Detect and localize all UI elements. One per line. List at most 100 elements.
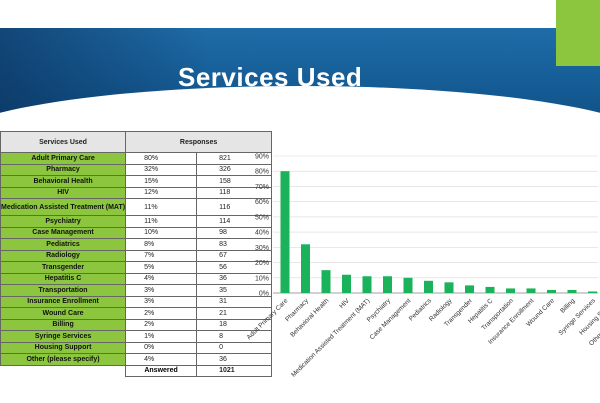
- percent-cell: 3%: [125, 295, 198, 308]
- service-label-cell: Wound Care: [0, 307, 127, 320]
- service-label-cell: Adult Primary Care: [0, 152, 127, 165]
- table-row: Medication Assisted Treatment (MAT) 11% 11…: [0, 198, 273, 216]
- table-header-row: Services Used Responses: [0, 131, 273, 153]
- service-label-cell: HIV: [0, 186, 127, 199]
- data-bar: [526, 288, 536, 293]
- table-row: Pharmacy 32% 326: [0, 163, 273, 176]
- count-cell: 36: [196, 272, 273, 285]
- service-label-cell: Case Management: [0, 226, 127, 239]
- service-label-cell: Pediatrics: [0, 238, 127, 251]
- percent-cell: 4%: [125, 353, 198, 366]
- count-cell: 158: [196, 175, 273, 188]
- service-label-cell: Hepatitis C: [0, 272, 127, 285]
- data-bar: [444, 282, 454, 293]
- data-bar: [465, 285, 474, 293]
- service-label-cell: Behavioral Health: [0, 175, 127, 188]
- y-tick-label: 80%: [255, 169, 269, 176]
- data-bar: [424, 280, 433, 293]
- services-bar-chart: 0% 10% 20% 30% 40% 50% 60% 70% 80% 90% Adult Prima…: [246, 154, 600, 379]
- count-cell: 821: [196, 152, 273, 165]
- percent-cell: 12%: [125, 186, 198, 199]
- x-tick-label: Billing: [559, 297, 576, 314]
- service-label-cell: Other (please specify): [0, 353, 127, 366]
- table-row: Pediatrics 8% 83: [0, 238, 273, 251]
- answered-row: Answered 1021: [0, 364, 273, 377]
- data-bar: [362, 276, 372, 293]
- service-label-cell: Transportation: [0, 284, 127, 297]
- percent-cell: 15%: [125, 175, 198, 188]
- x-tick-label: HIV: [338, 297, 351, 310]
- table-row: Psychiatry 11% 114: [0, 215, 273, 228]
- title-banner: [0, 28, 600, 130]
- answered-count: 1021: [196, 364, 273, 377]
- data-bar: [403, 277, 413, 293]
- table-row: Housing Support 0% 0: [0, 341, 273, 354]
- percent-cell: 11%: [125, 198, 198, 216]
- percent-cell: 2%: [125, 318, 198, 331]
- y-tick-label: 70%: [255, 184, 269, 191]
- table-row: Hepatitis C 4% 36: [0, 272, 273, 285]
- percent-cell: 32%: [125, 163, 198, 176]
- data-bar: [588, 291, 597, 293]
- count-cell: 326: [196, 163, 273, 176]
- table-body: Adult Primary Care 80% 821 Pharmacy 32% 326 Be…: [0, 152, 273, 377]
- y-tick-label: 10%: [255, 275, 269, 282]
- table-row: Syringe Services 1% 8: [0, 330, 273, 343]
- table-row: Transportation 3% 35: [0, 284, 273, 297]
- percent-cell: 3%: [125, 284, 198, 297]
- table-row: Adult Primary Care 80% 821: [0, 152, 273, 165]
- y-tick-label: 90%: [255, 154, 269, 161]
- data-bar: [280, 171, 290, 293]
- percent-cell: 5%: [125, 261, 198, 274]
- header-services-used: Services Used: [0, 131, 127, 153]
- table-row: Behavioral Health 15% 158: [0, 175, 273, 188]
- table-row: Radiology 7% 67: [0, 249, 273, 262]
- slide-title: Services Used: [178, 62, 363, 92]
- count-cell: 18: [196, 318, 273, 331]
- service-label-cell: Insurance Enrollment: [0, 295, 127, 308]
- table-row: HIV 12% 118: [0, 186, 273, 199]
- data-bar: [547, 289, 556, 293]
- table-row: Case Management 10% 98: [0, 226, 273, 239]
- data-bar: [301, 244, 310, 293]
- percent-cell: 10%: [125, 226, 198, 239]
- y-tick-label: 50%: [255, 214, 269, 221]
- percent-cell: 80%: [125, 152, 198, 165]
- percent-cell: 8%: [125, 238, 198, 251]
- data-bar: [567, 289, 577, 293]
- count-cell: 98: [196, 226, 273, 239]
- y-tick-label: 0%: [259, 291, 269, 298]
- table-row: Insurance Enrollment 3% 31: [0, 295, 273, 308]
- table-row: Billing 2% 18: [0, 318, 273, 331]
- service-label-cell: Transgender: [0, 261, 127, 274]
- count-cell: 116: [196, 198, 273, 216]
- percent-cell: 7%: [125, 249, 198, 262]
- service-label-cell: Psychiatry: [0, 215, 127, 228]
- service-label-cell: Radiology: [0, 249, 127, 262]
- x-tick-label: Adult Primary Care: [246, 297, 290, 341]
- data-bar: [506, 288, 515, 293]
- x-tick-label: Syringe Services: [557, 297, 597, 337]
- service-label-cell: Billing: [0, 318, 127, 331]
- x-tick-label: Case Management: [369, 297, 413, 341]
- y-tick-label: 60%: [255, 199, 269, 206]
- header-responses: Responses: [125, 131, 273, 153]
- answered-label: Answered: [125, 364, 198, 377]
- percent-cell: 4%: [125, 272, 198, 285]
- percent-cell: 2%: [125, 307, 198, 320]
- service-label-cell: Pharmacy: [0, 163, 127, 176]
- empty-cell: [0, 365, 126, 377]
- table-row: Other (please specify) 4% 36: [0, 353, 273, 366]
- data-bar: [485, 286, 495, 293]
- table-row: Transgender 5% 56: [0, 261, 273, 274]
- services-table: Services Used Responses Adult Primary Ca…: [0, 131, 273, 377]
- table-row: Wound Care 2% 21: [0, 307, 273, 320]
- count-cell: 83: [196, 238, 273, 251]
- service-label-cell: Syringe Services: [0, 330, 127, 343]
- service-label-cell: Housing Support: [0, 341, 127, 354]
- data-bar: [342, 274, 351, 293]
- y-tick-label: 30%: [255, 245, 269, 252]
- y-tick-label: 20%: [255, 260, 269, 267]
- data-bar: [383, 276, 392, 293]
- y-tick-label: 40%: [255, 230, 269, 237]
